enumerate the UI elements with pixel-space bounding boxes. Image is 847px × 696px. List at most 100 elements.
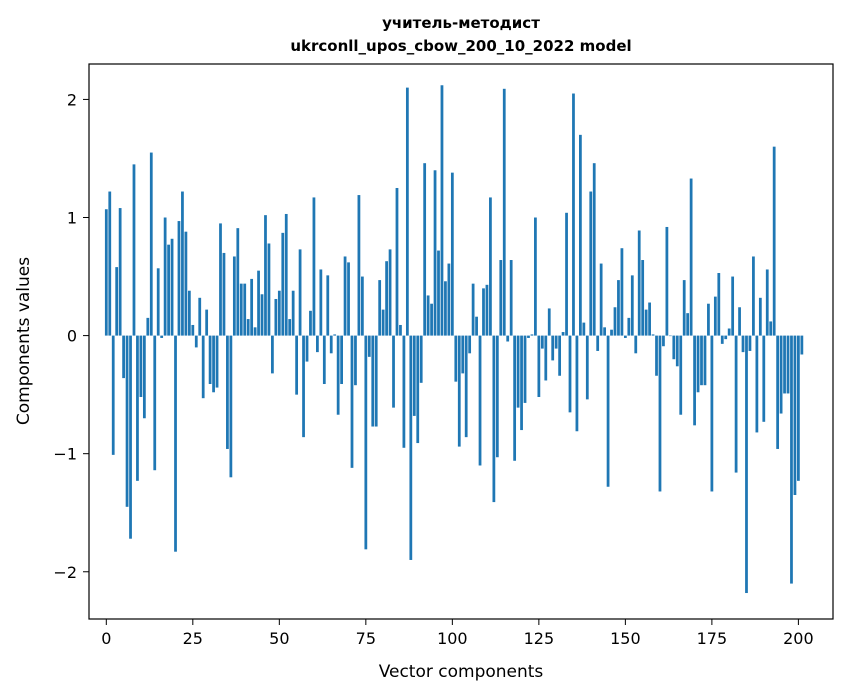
x-tick-label: 75	[356, 629, 376, 648]
bar	[734, 335, 738, 473]
bar	[149, 152, 153, 336]
bar	[212, 335, 215, 393]
bar	[412, 335, 416, 416]
bar	[402, 335, 406, 448]
bar	[551, 335, 555, 361]
x-tick-label: 200	[783, 629, 814, 648]
bar	[693, 335, 696, 426]
bar	[637, 230, 641, 336]
bar	[668, 335, 672, 337]
bar	[606, 335, 610, 487]
bar	[305, 335, 309, 362]
bar	[146, 317, 150, 336]
bar	[433, 170, 437, 336]
bar	[765, 269, 769, 336]
bar	[322, 335, 326, 385]
bar	[686, 313, 690, 336]
bar	[329, 335, 333, 354]
bar	[475, 316, 478, 336]
bar	[779, 335, 783, 414]
x-tick-label: 25	[183, 629, 203, 648]
bar	[478, 335, 482, 466]
bar	[485, 284, 489, 336]
bar	[194, 335, 198, 348]
bar	[132, 164, 136, 336]
bar	[457, 335, 461, 447]
bar	[354, 335, 357, 386]
bar	[755, 335, 759, 433]
bar	[776, 335, 780, 449]
bar	[617, 280, 620, 336]
bar	[582, 322, 586, 336]
bar	[174, 335, 177, 552]
bar	[710, 335, 714, 492]
bar	[156, 268, 160, 336]
x-axis-label: Vector components	[379, 662, 544, 682]
bar	[682, 280, 686, 336]
bar	[426, 295, 430, 336]
y-tick-label: 2	[67, 90, 77, 109]
x-tick-label: 125	[524, 629, 555, 648]
bar	[277, 290, 281, 336]
bar	[253, 327, 257, 336]
bar	[298, 249, 302, 336]
bar	[104, 209, 108, 336]
bar	[534, 217, 537, 336]
bar	[118, 208, 122, 336]
bar	[243, 283, 247, 336]
bar	[246, 319, 250, 336]
bar	[703, 335, 707, 386]
chart-title: учитель-методист	[382, 14, 540, 32]
bar	[527, 335, 530, 338]
bar	[343, 256, 347, 336]
bar	[198, 297, 202, 336]
bar	[741, 335, 745, 353]
bar	[336, 335, 340, 415]
x-tick-label: 100	[437, 629, 468, 648]
bar	[319, 269, 323, 336]
bar	[530, 334, 534, 336]
bar	[468, 335, 472, 354]
bar	[122, 335, 125, 379]
bar	[665, 226, 669, 336]
bar	[226, 335, 229, 449]
bar	[430, 303, 433, 336]
bar	[471, 283, 475, 336]
bar	[264, 215, 267, 336]
bar	[232, 256, 236, 336]
bar	[201, 335, 205, 399]
bar	[585, 335, 589, 400]
bar	[364, 335, 368, 550]
bar	[257, 270, 260, 336]
bar	[236, 228, 240, 336]
bar	[613, 307, 617, 336]
bar	[170, 238, 174, 336]
bar	[302, 335, 305, 438]
bar	[444, 281, 447, 336]
bar	[675, 335, 679, 367]
bar	[547, 308, 551, 336]
bar	[797, 335, 800, 481]
y-tick-label: −1	[53, 445, 77, 464]
bars-group	[104, 85, 804, 594]
bar	[790, 335, 793, 584]
bar	[160, 335, 164, 338]
bar	[565, 212, 568, 336]
bar	[250, 278, 254, 336]
bar	[181, 191, 184, 336]
x-axis-ticks: 0 25 50 75 100 125 150 175 200	[101, 619, 814, 648]
bar	[115, 267, 119, 336]
bar	[495, 335, 499, 458]
bar	[641, 260, 645, 336]
bar	[416, 335, 420, 444]
bar	[347, 262, 350, 336]
bar	[309, 310, 312, 336]
bar	[589, 191, 593, 336]
bar	[229, 335, 233, 478]
bar	[326, 275, 330, 336]
bar	[350, 335, 354, 468]
bar	[634, 335, 638, 354]
bar	[142, 335, 146, 419]
bar	[281, 232, 285, 336]
